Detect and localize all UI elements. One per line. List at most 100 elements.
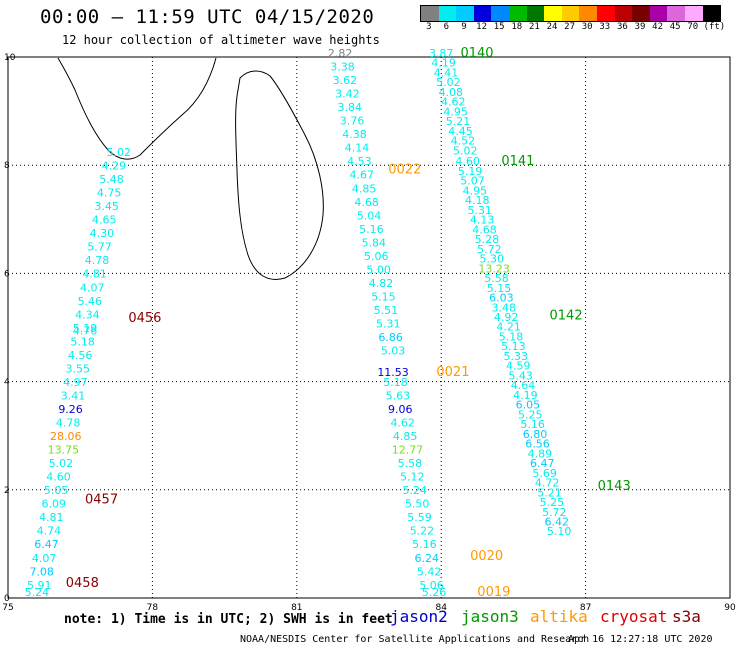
wave-height-point: 4.13 bbox=[470, 214, 495, 227]
colorbar-swatch bbox=[614, 6, 633, 21]
wave-height-point: 6.42 bbox=[544, 516, 569, 529]
wave-height-point: 4.78 bbox=[56, 417, 81, 430]
colorbar-label: 15 bbox=[493, 22, 505, 32]
wave-height-point: 3.42 bbox=[335, 88, 360, 101]
colorbar-swatch bbox=[702, 6, 721, 21]
x-tick-label: 81 bbox=[291, 603, 302, 613]
page-subtitle: 12 hour collection of altimeter wave hei… bbox=[62, 33, 380, 47]
wave-height-point: 5.18 bbox=[70, 335, 95, 348]
credit: NOAA/NESDIS Center for Satellite Applica… bbox=[240, 634, 590, 645]
wave-height-point: 5.84 bbox=[362, 236, 387, 249]
wave-height-point: 5.42 bbox=[417, 565, 442, 578]
wave-height-point: 3.48 bbox=[492, 301, 517, 314]
colorbar-swatch bbox=[684, 6, 703, 21]
wave-height-point: 4.68 bbox=[354, 196, 379, 209]
wave-height-point: 3.87 bbox=[429, 47, 454, 60]
wave-height-point: 5.19 bbox=[458, 165, 483, 178]
colorbar-swatch bbox=[421, 6, 439, 21]
wave-height-point: 4.64 bbox=[511, 379, 536, 392]
wave-height-point: 4.53 bbox=[347, 155, 372, 168]
wave-height-point: 5.77 bbox=[87, 241, 112, 254]
wave-height-point: 4.41 bbox=[434, 66, 459, 79]
track-label: 0140 bbox=[460, 46, 493, 61]
colorbar-swatch bbox=[632, 6, 650, 21]
track-label: 0022 bbox=[388, 162, 421, 177]
sri-lanka-coast bbox=[235, 70, 324, 280]
wave-height-point: 5.31 bbox=[467, 204, 492, 217]
wave-height-point: 5.02 bbox=[436, 76, 461, 89]
colorbar-swatch bbox=[456, 6, 474, 21]
wave-height-point: 4.95 bbox=[463, 184, 488, 197]
wave-height-point: 4.76 bbox=[73, 325, 98, 338]
wave-height-point: 5.16 bbox=[359, 223, 384, 236]
wave-height-point: 4.56 bbox=[68, 349, 93, 362]
wave-height-point: 5.02 bbox=[453, 144, 478, 157]
wave-height-point: 5.58 bbox=[398, 457, 423, 470]
wave-height-point: 5.12 bbox=[400, 471, 425, 484]
wave-height-point: 13.75 bbox=[48, 444, 80, 457]
wave-height-point: 5.22 bbox=[410, 525, 435, 538]
wave-height-point: 5.63 bbox=[386, 389, 411, 402]
colorbar-label: 12 bbox=[476, 22, 488, 32]
colorbar-label: 6 bbox=[443, 22, 450, 32]
wave-height-point: 4.92 bbox=[494, 311, 519, 324]
wave-height-point: 5.06 bbox=[364, 250, 389, 263]
legend-s3a: s3a bbox=[672, 607, 701, 626]
wave-height-point: 4.08 bbox=[439, 86, 464, 99]
wave-height-point: 3.84 bbox=[337, 101, 362, 114]
wave-height-point: 4.74 bbox=[37, 525, 62, 538]
page-title: 00:00 — 11:59 UTC 04/15/2020 bbox=[40, 6, 375, 28]
wave-height-point: 5.69 bbox=[532, 467, 557, 480]
wave-height-point: 5.15 bbox=[371, 290, 396, 303]
wave-height-point: 5.30 bbox=[479, 253, 504, 266]
colorbar-swatch bbox=[491, 6, 509, 21]
wave-height-point: 4.78 bbox=[85, 254, 110, 267]
wave-height-point: 4.34 bbox=[75, 308, 100, 321]
wave-height-point: 3.45 bbox=[94, 200, 119, 213]
wave-height-point: 6.09 bbox=[41, 498, 66, 511]
y-tick-label: 10 bbox=[4, 53, 16, 63]
wave-height-point: 5.16 bbox=[520, 418, 545, 431]
plot-frame bbox=[7, 56, 731, 599]
wave-height-point: 4.62 bbox=[441, 96, 466, 109]
legend-cryosat: cryosat bbox=[600, 607, 668, 626]
wave-height-point: 5.72 bbox=[542, 506, 567, 519]
colorbar-swatch bbox=[667, 6, 685, 21]
india-coast bbox=[57, 57, 217, 160]
wave-height-point: 5.05 bbox=[44, 484, 69, 497]
wave-height-point: 4.62 bbox=[390, 417, 415, 430]
wave-height-point: 11.53 bbox=[377, 366, 409, 379]
wave-height-point: 4.85 bbox=[352, 182, 377, 195]
wave-height-point: 5.24 bbox=[402, 484, 427, 497]
wave-height-point: 5.48 bbox=[99, 173, 124, 186]
wave-height-point: 4.38 bbox=[342, 128, 367, 141]
colorbar-label: 24 bbox=[546, 22, 558, 32]
wave-height-point: 4.29 bbox=[102, 160, 127, 173]
wave-height-point: 5.25 bbox=[540, 496, 565, 509]
wave-height-point: 6.03 bbox=[489, 292, 514, 305]
legend-altika: altika bbox=[530, 607, 588, 626]
wave-height-point: 5.10 bbox=[547, 525, 572, 538]
wave-height-point: 6.47 bbox=[34, 538, 59, 551]
wave-height-point: 4.60 bbox=[455, 155, 480, 168]
wave-height-point: 28.06 bbox=[50, 430, 82, 443]
wave-height-point: 5.24 bbox=[25, 586, 50, 599]
track-label: 0458 bbox=[66, 576, 99, 591]
wave-height-point: 4.75 bbox=[97, 187, 122, 200]
colorbar-label: 45 bbox=[669, 22, 681, 32]
track-label: 0141 bbox=[501, 154, 534, 169]
colorbar-label: 3 bbox=[426, 22, 432, 32]
data-points: 5.024.295.484.753.454.654.305.774.784.81… bbox=[25, 47, 572, 599]
wave-height-point: 5.00 bbox=[366, 263, 391, 276]
wave-height-point: 4.21 bbox=[496, 321, 521, 334]
wave-height-point: 5.91 bbox=[27, 579, 52, 592]
wave-height-point: 4.67 bbox=[350, 169, 375, 182]
wave-height-point: 5.07 bbox=[460, 175, 485, 188]
wave-height-point: 4.72 bbox=[535, 477, 560, 490]
wave-height-point: 7.08 bbox=[29, 565, 54, 578]
colorbar bbox=[420, 5, 722, 22]
wave-height-point: 5.58 bbox=[484, 272, 509, 285]
wave-height-point: 3.55 bbox=[66, 362, 91, 375]
wave-height-point: 5.06 bbox=[419, 579, 444, 592]
